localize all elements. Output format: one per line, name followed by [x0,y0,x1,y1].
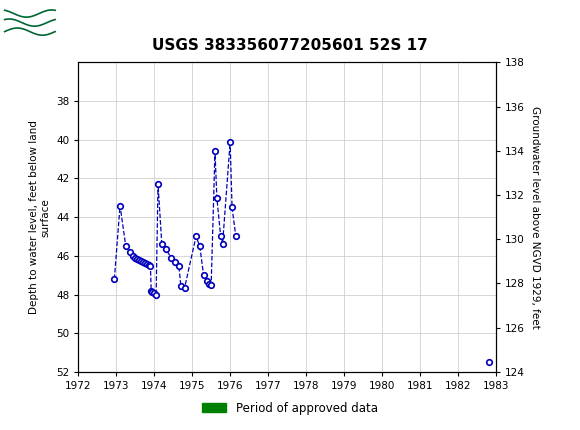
Text: USGS 383356077205601 52S 17: USGS 383356077205601 52S 17 [152,38,428,52]
Text: USGS: USGS [64,12,132,33]
Y-axis label: Depth to water level, feet below land
surface: Depth to water level, feet below land su… [29,120,50,314]
Bar [3,3,58,42]
Bar [488,372,491,378]
Legend: Period of approved data: Period of approved data [198,397,382,420]
Bar [113,372,229,378]
Y-axis label: Groundwater level above NGVD 1929, feet: Groundwater level above NGVD 1929, feet [530,106,541,329]
